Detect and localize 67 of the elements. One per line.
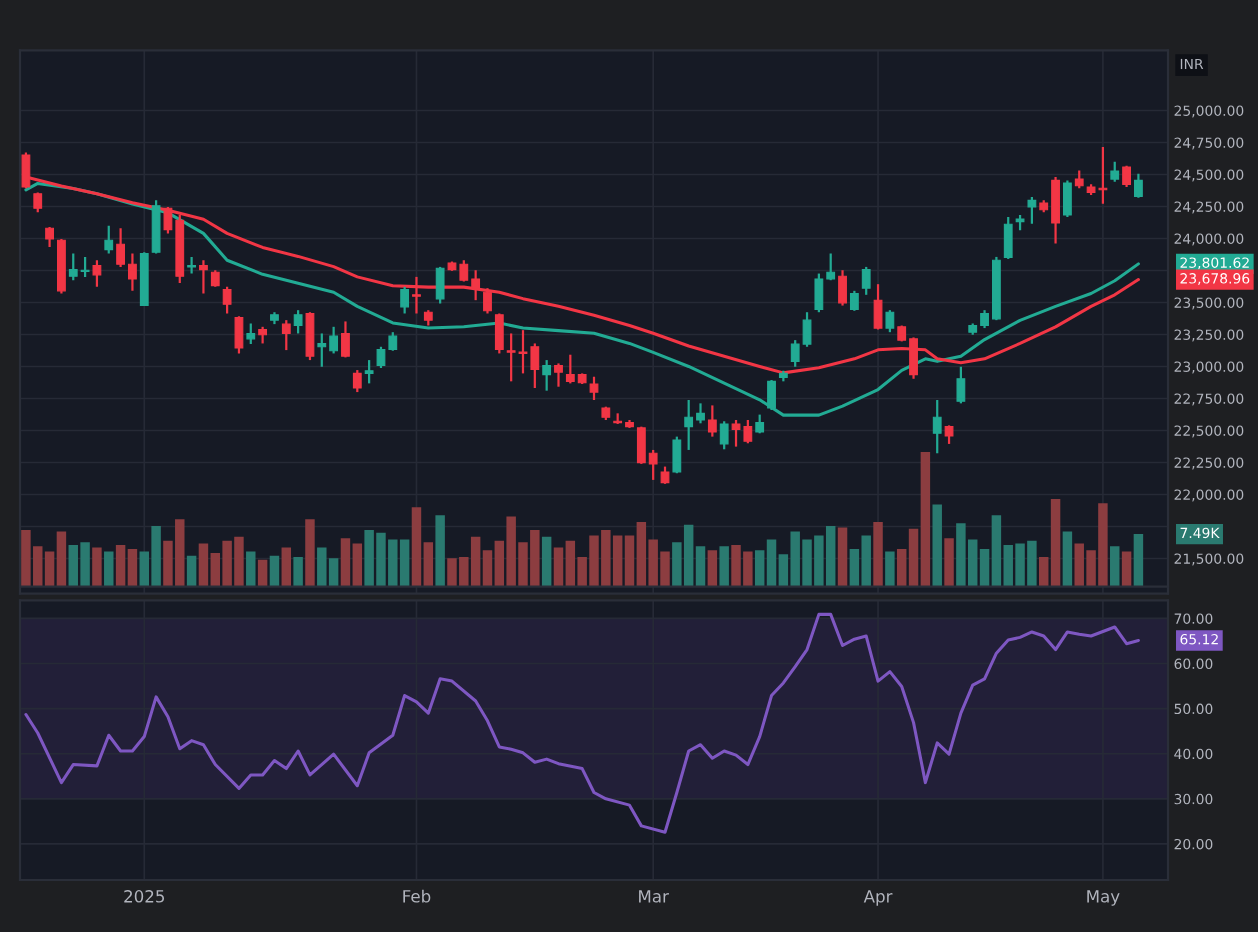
bar bbox=[246, 551, 256, 587]
candlestick bbox=[435, 265, 445, 305]
candlestick bbox=[364, 358, 374, 385]
bar bbox=[92, 547, 102, 587]
candlestick bbox=[45, 225, 54, 249]
candlestick bbox=[293, 309, 303, 335]
bar bbox=[281, 547, 292, 587]
bar bbox=[719, 546, 729, 587]
candlestick bbox=[707, 404, 717, 438]
bar bbox=[837, 527, 848, 587]
candlestick bbox=[187, 255, 197, 275]
candlestick bbox=[1063, 179, 1072, 219]
candlestick bbox=[554, 362, 563, 388]
candlestick bbox=[1134, 172, 1143, 199]
x-tick-label: Mar bbox=[639, 890, 669, 903]
bar bbox=[1062, 531, 1073, 587]
bar bbox=[1121, 551, 1132, 587]
candlestick bbox=[412, 275, 421, 315]
candlestick bbox=[92, 259, 102, 288]
bar bbox=[932, 504, 942, 587]
candlestick bbox=[838, 269, 847, 307]
candlestick bbox=[305, 311, 315, 362]
candlestick bbox=[104, 224, 114, 255]
candlestick bbox=[1110, 160, 1120, 183]
bar bbox=[541, 536, 552, 587]
candlestick bbox=[483, 287, 492, 315]
bar bbox=[293, 556, 303, 587]
x-tick-label: May bbox=[1087, 890, 1120, 906]
candlestick bbox=[956, 365, 966, 405]
line-series bbox=[24, 612, 1140, 834]
candlestick bbox=[341, 320, 350, 359]
candlestick bbox=[873, 283, 883, 331]
candlestick bbox=[849, 289, 859, 312]
line-series bbox=[24, 181, 1140, 417]
candlestick bbox=[222, 285, 232, 315]
bar bbox=[885, 551, 895, 587]
candlestick bbox=[861, 265, 871, 296]
candlestick bbox=[234, 315, 244, 355]
bar bbox=[944, 538, 954, 587]
bar bbox=[1133, 534, 1144, 587]
candlestick bbox=[33, 191, 43, 214]
candlestick bbox=[1003, 215, 1013, 261]
candlestick bbox=[672, 435, 682, 475]
bar bbox=[305, 519, 315, 587]
candlestick bbox=[352, 368, 362, 394]
candlestick bbox=[767, 378, 776, 412]
candlestick bbox=[281, 319, 291, 352]
x-tick-label: Feb bbox=[403, 889, 431, 903]
candlestick bbox=[944, 424, 954, 446]
candlestick bbox=[885, 309, 895, 334]
candlestick bbox=[199, 259, 208, 295]
candlestick bbox=[494, 312, 504, 355]
bar bbox=[873, 522, 883, 587]
bar bbox=[707, 550, 718, 587]
x-tick-label: Apr bbox=[863, 890, 893, 906]
bar bbox=[435, 515, 445, 587]
candlestick bbox=[1027, 195, 1037, 225]
bar bbox=[1110, 546, 1120, 587]
candlestick bbox=[589, 375, 599, 402]
candlestick bbox=[400, 285, 410, 315]
candlestick bbox=[932, 398, 942, 455]
bar bbox=[104, 551, 114, 587]
candlestick bbox=[151, 199, 161, 255]
candlestick bbox=[719, 420, 729, 451]
candlestick bbox=[542, 358, 552, 392]
x-tick-label: 2025 bbox=[124, 890, 165, 903]
candlestick bbox=[246, 322, 256, 346]
